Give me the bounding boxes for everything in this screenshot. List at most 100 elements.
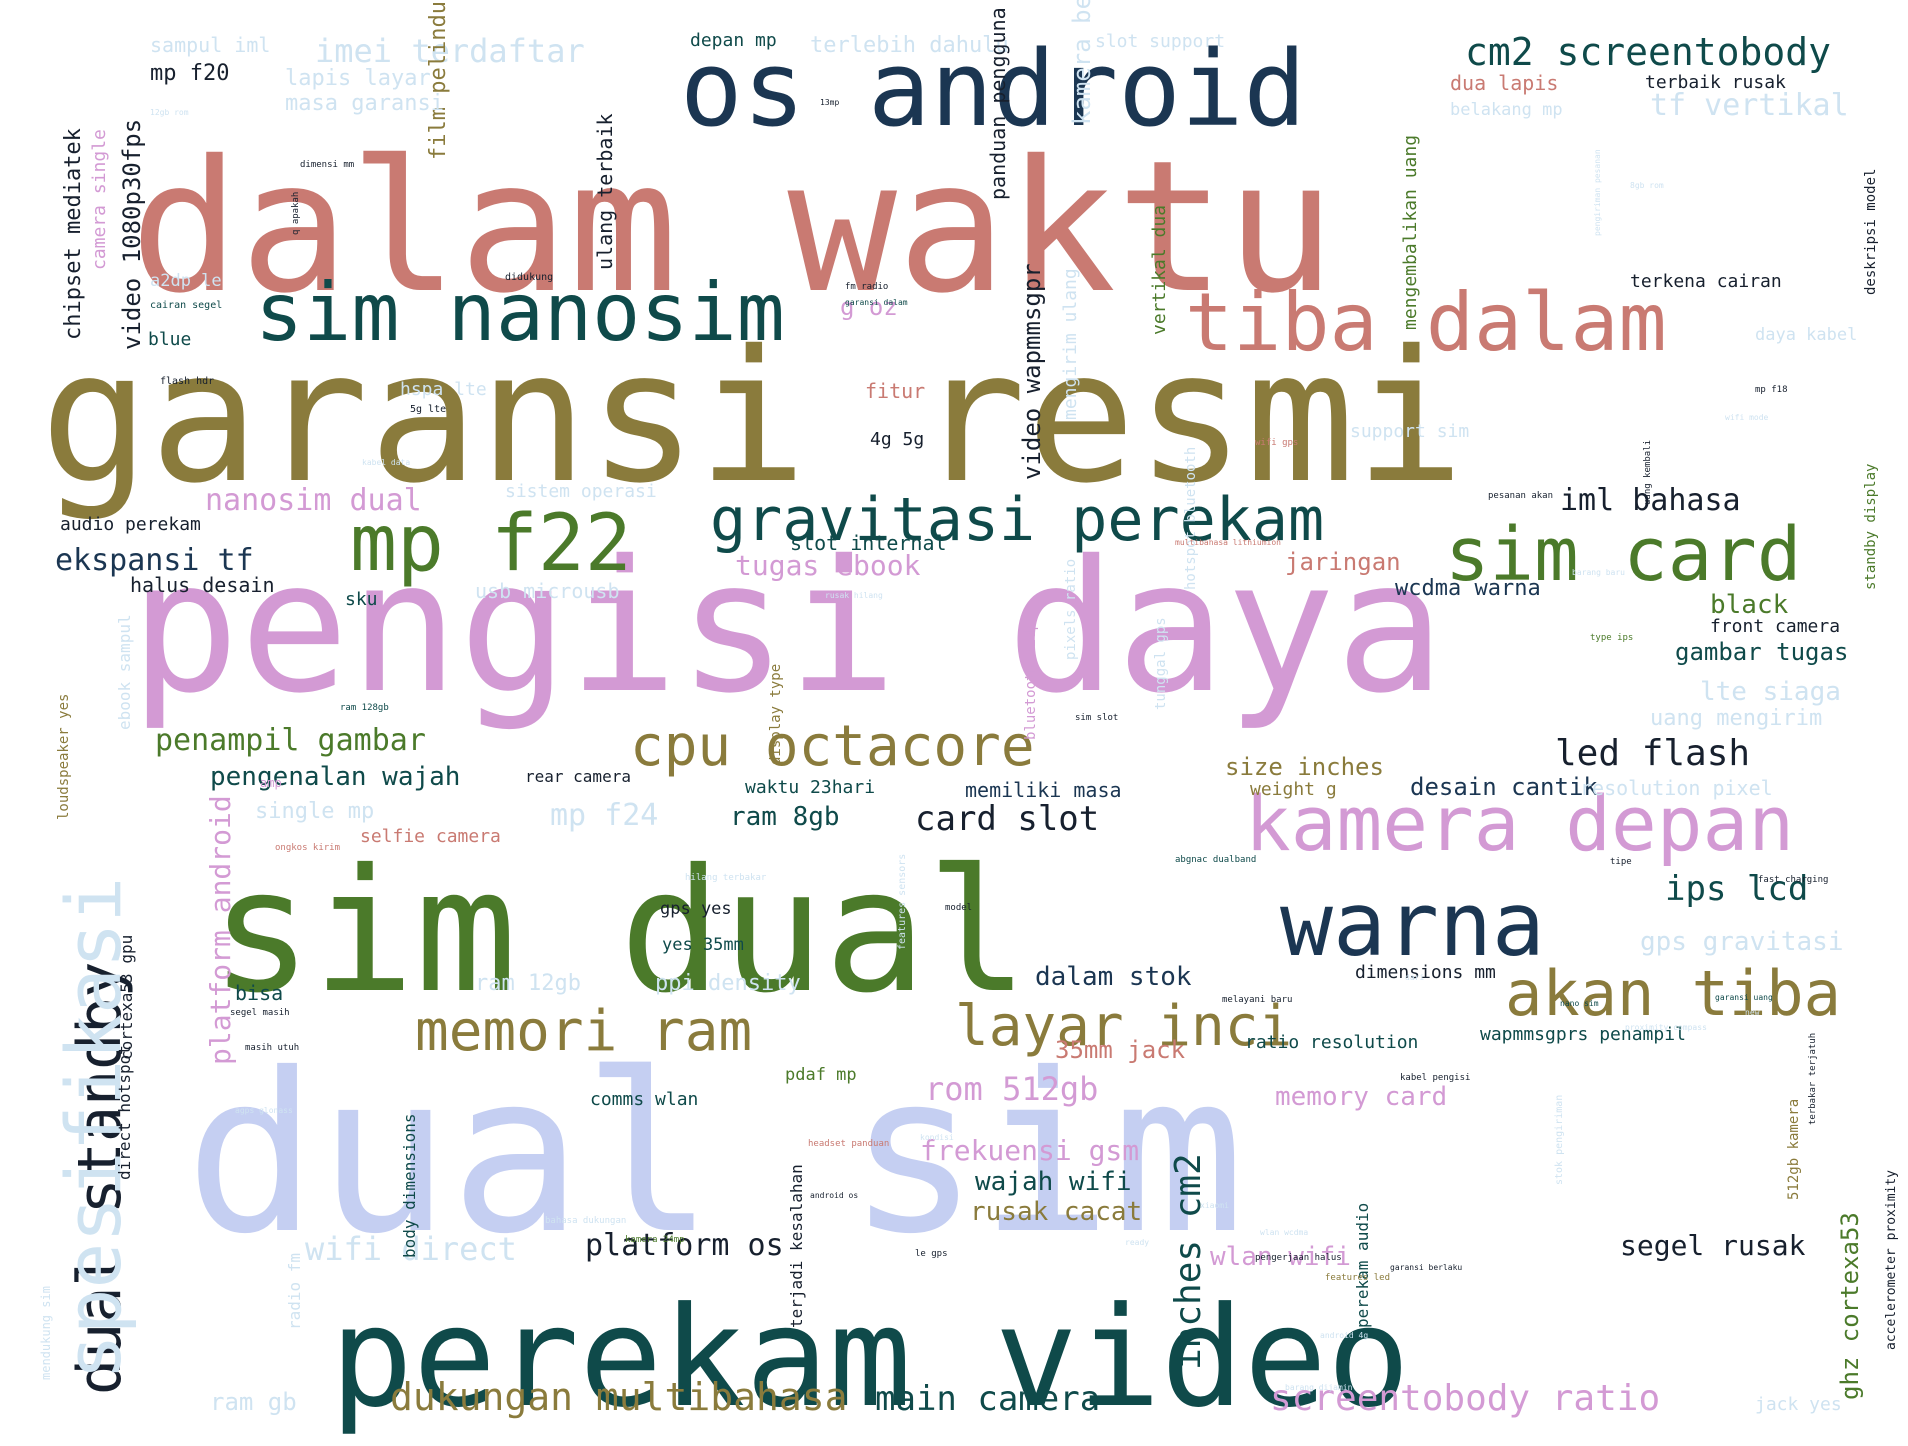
cloud-word: usb microusb [475,579,620,603]
cloud-word: cairan segel [150,300,222,311]
cloud-word: terbaik rusak [1645,72,1786,93]
cloud-word: kamera depan [1245,779,1794,868]
cloud-word: card slot [915,799,1099,839]
cloud-word: 8gb rom [1630,181,1664,190]
cloud-word: size inches [1225,753,1384,781]
cloud-word: 512gb kamera [1786,1099,1802,1200]
cloud-word: direct hotspot [115,1045,134,1180]
cloud-word: pdaf mp [785,1065,857,1085]
cloud-word: ready [1125,1238,1149,1247]
cloud-word: terkena cairan [1630,271,1782,292]
cloud-word: pengiriman pesanan [1593,149,1602,236]
cloud-word: ram 128gb [340,703,389,713]
cloud-word: display type [768,664,784,765]
cloud-word: q apakah [291,192,301,235]
cloud-word: ppi density [655,971,801,996]
cloud-word: rom 512gb [925,1070,1098,1108]
cloud-word: ulang terbaik [593,113,617,270]
cloud-word: 5g lte [410,404,446,415]
cloud-word: rusak cacat [970,1197,1142,1227]
cloud-word: vertikal dua [1149,205,1170,335]
cloud-word: xiaomi [1200,1201,1229,1210]
cloud-word: memory card [1275,1082,1447,1112]
cloud-word: dalam waktu [130,121,1335,333]
cloud-word: mengembalikan uang [1400,135,1421,330]
cloud-word: garansi berlaku [1390,1263,1462,1272]
cloud-word: bahasa dukungan [545,1216,626,1226]
cloud-word: pengerjaan halus [1255,1253,1342,1263]
cloud-word: lte siaga [1700,677,1841,707]
cloud-word: wlan wifi [1210,1242,1351,1272]
cloud-word: kabel data [362,458,410,467]
cloud-word: ratio resolution [1245,1032,1418,1053]
cloud-word: terjadi kesalahan [787,1164,806,1328]
cloud-word: hspa lte [400,379,487,400]
cloud-word: le gps [915,1249,948,1259]
cloud-word: slot internal [790,531,947,555]
cloud-word: new [1745,1008,1760,1017]
cloud-word: support sim [1350,421,1469,442]
cloud-word: a2dp le [150,271,222,291]
cloud-word: inches cm2 [1168,1153,1209,1370]
cloud-word: 13mp [820,98,839,107]
cloud-word: kondisi [920,1133,954,1142]
cloud-word: mp f20 [150,61,229,86]
cloud-word: imei terdaftar [315,32,585,70]
cloud-word: mp f22 [350,499,632,589]
cloud-word: proximity compass [1625,1023,1707,1032]
cloud-word: abgnac dualband [1175,855,1256,865]
cloud-word: android os [810,1191,858,1200]
cloud-word: dalam stok [1035,962,1192,992]
cloud-word: wifi mode [1725,413,1769,422]
cloud-word: mengirim ulang [1060,268,1081,420]
cloud-word: ongkos kirim [275,843,340,853]
cloud-word: melayani baru [1222,995,1292,1005]
cloud-word: os android [680,28,1306,150]
cloud-word: mp f18 [1755,385,1788,395]
cloud-word: masa garansi [285,91,444,116]
cloud-word: spesifikasi [49,877,138,1380]
cloud-word: tf vertikal [1650,88,1849,123]
cloud-word: weight g [1250,779,1337,800]
cloud-word: black [1710,590,1789,620]
cloud-word: audio perekam [60,514,201,535]
cloud-word: g oz [840,293,898,321]
cloud-word: hotspot bluetooth [1183,447,1199,590]
cloud-word: tiba dalam [1185,276,1667,369]
cloud-word: cpu octacore [630,714,1035,779]
cloud-word: dukungan multibahasa [390,1375,848,1419]
cloud-word: akan tiba [1505,957,1841,1030]
cloud-word: agps glonass [235,1106,293,1115]
cloud-word: sistem operasi [505,481,657,502]
cloud-word: ram 12gb [475,971,581,996]
cloud-word: flash hdr [160,376,214,387]
cloud-word: features led [1325,1273,1390,1283]
cloud-word: jaringan [1285,548,1401,576]
cloud-word: dimensions mm [1355,962,1496,983]
cloud-word: wcdma warna [1395,576,1541,601]
cloud-word: model [945,903,972,913]
cloud-word: comms wlan [590,1089,698,1110]
cloud-word: main camera [875,1379,1100,1419]
cloud-word: bluetooth a2dp [1023,622,1039,740]
cloud-word: mendukung sim [39,1286,53,1380]
cloud-word: panduan pengguna [986,7,1010,200]
cloud-word: lapis layar [285,66,431,91]
cloud-word: gravitasi perekam [710,485,1324,555]
cloud-word: depan mp [690,30,777,51]
cloud-word: dimensi mm [300,160,354,170]
cloud-word: rear camera [525,767,631,786]
cloud-word: desain cantik [1410,773,1598,801]
cloud-word: standby display [1863,464,1879,590]
cloud-word: 4g 5g [870,429,924,450]
cloud-word: pengenalan wajah [210,762,460,792]
cloud-word: led flash [1555,733,1750,774]
cloud-word: gps gravitasi [1640,927,1844,957]
cloud-word: single mp [255,799,374,824]
cloud-word: cortexa53 gpu [117,935,136,1060]
cloud-word: jack yes [1755,1394,1842,1415]
cloud-word: memori ram [415,999,752,1064]
cloud-word: wifi gps [1255,438,1298,448]
cloud-word: pesanan akan [1488,491,1553,501]
